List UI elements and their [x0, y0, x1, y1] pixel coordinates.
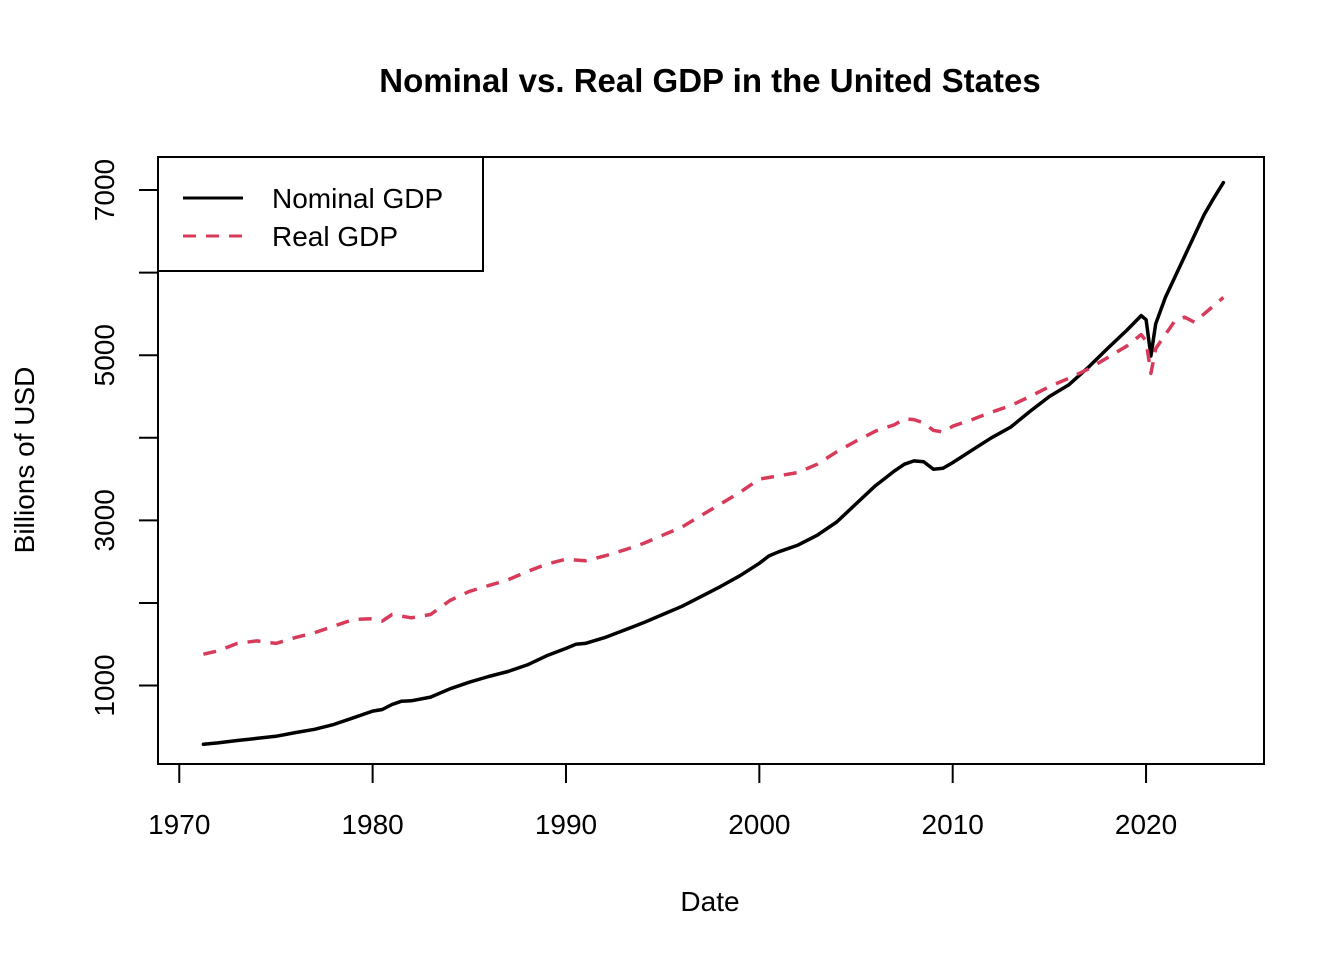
series-layer	[201, 180, 1226, 746]
x-axis-label: Date	[680, 886, 739, 917]
y-tick-label: 1000	[89, 654, 120, 716]
legend-label-real-gdp: Real GDP	[272, 221, 398, 252]
legend: Nominal GDP Real GDP	[157, 156, 484, 272]
legend-label-nominal-gdp: Nominal GDP	[272, 183, 443, 214]
x-tick-label: 2010	[922, 809, 984, 840]
x-tick-label: 1980	[341, 809, 403, 840]
y-axis-label: Billions of USD	[9, 367, 40, 554]
series-line-real-gdp	[203, 296, 1225, 656]
x-axis: 1970 1980 1990 2000 2010 2020	[148, 763, 1177, 840]
x-tick-label: 1990	[535, 809, 597, 840]
y-tick-label: 5000	[89, 324, 120, 386]
series-line-nominal-gdp	[201, 180, 1226, 746]
y-tick-label: 3000	[89, 489, 120, 551]
x-tick-label: 2000	[728, 809, 790, 840]
x-tick-label: 2020	[1115, 809, 1177, 840]
chart-title: Nominal vs. Real GDP in the United State…	[379, 62, 1040, 99]
legend-box	[157, 156, 484, 272]
y-axis: 1000 3000 5000 7000	[89, 159, 159, 717]
y-tick-label: 7000	[89, 159, 120, 221]
x-tick-label: 1970	[148, 809, 210, 840]
